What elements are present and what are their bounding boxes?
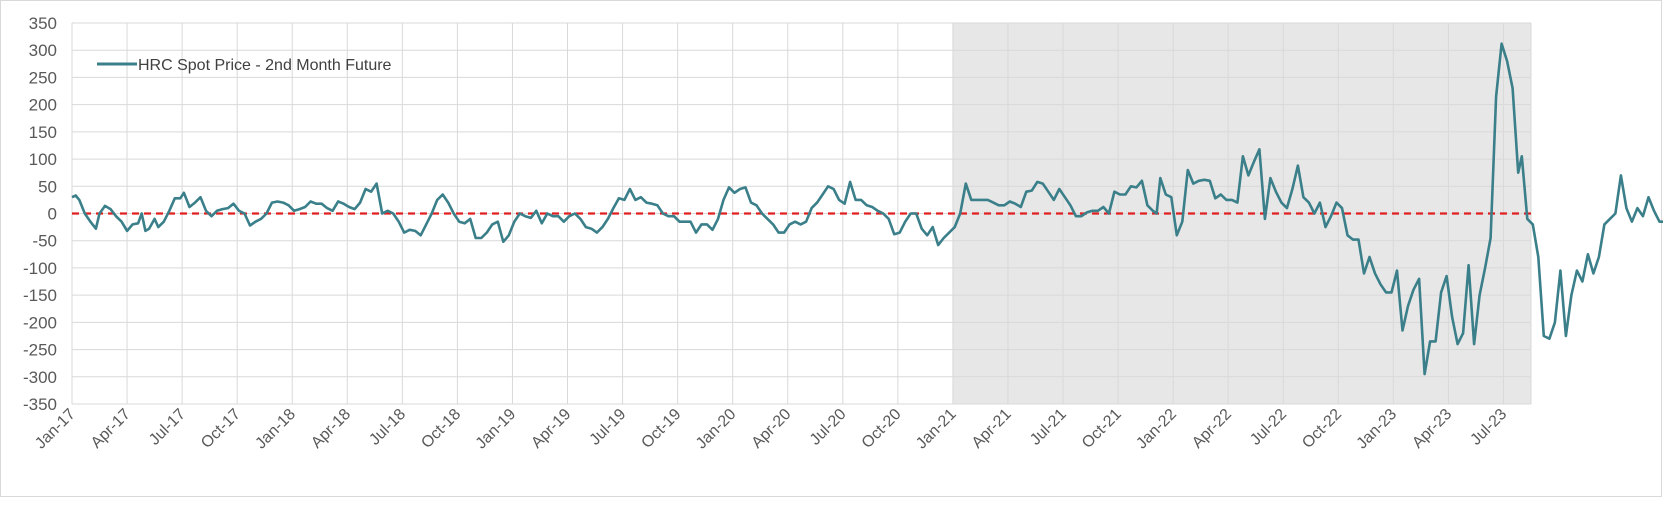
x-tick-label: Jan-23 — [1354, 406, 1401, 453]
y-tick-label: -100 — [23, 259, 57, 278]
x-tick-label: Apr-22 — [1189, 406, 1235, 452]
x-tick-label: Oct-20 — [859, 406, 905, 452]
x-tick-label: Jan-21 — [913, 406, 960, 453]
x-tick-label: Jan-19 — [473, 406, 520, 453]
chart-frame: 350 300 250 200 150 100 50 0 -50 -100 -150 -200 -250… — [0, 0, 1664, 497]
x-tick-label: Apr-19 — [528, 406, 574, 452]
y-tick-label: -350 — [23, 395, 57, 414]
y-tick-label: -300 — [23, 368, 57, 387]
x-tick-label: Apr-17 — [88, 406, 134, 452]
y-tick-label: 300 — [29, 41, 57, 60]
x-tick-label: Jul-21 — [1027, 406, 1070, 449]
y-tick-label: 50 — [38, 177, 57, 196]
legend: HRC Spot Price - 2nd Month Future — [97, 57, 392, 74]
x-tick-label: Jan-18 — [252, 406, 299, 453]
y-tick-label: 150 — [29, 123, 57, 142]
series-line — [71, 42, 1664, 376]
y-tick-label: 350 — [29, 14, 57, 33]
line-chart: 350 300 250 200 150 100 50 0 -50 -100 -150 -200 -250… — [23, 14, 1664, 453]
x-tick-label: Apr-23 — [1409, 406, 1455, 452]
x-tick-label: Oct-18 — [418, 406, 464, 452]
x-tick-label: Jul-18 — [366, 406, 409, 449]
x-tick-label: Oct-21 — [1079, 406, 1125, 452]
y-tick-label: 200 — [29, 96, 57, 115]
y-tick-label: -50 — [32, 232, 57, 251]
grid-layer — [71, 22, 1532, 405]
x-tick-label: Jul-22 — [1247, 406, 1290, 449]
y-tick-label: -150 — [23, 286, 57, 305]
x-tick-label: Oct-17 — [198, 406, 244, 452]
legend-label: HRC Spot Price - 2nd Month Future — [138, 57, 392, 74]
y-tick-label: -200 — [23, 313, 57, 332]
x-tick-label: Apr-20 — [749, 406, 795, 452]
x-tick-label: Jul-17 — [146, 406, 189, 449]
series-layer — [71, 42, 1664, 376]
x-tick-label: Jul-20 — [807, 406, 850, 449]
x-tick-label: Apr-18 — [308, 406, 354, 452]
y-tick-label: 0 — [48, 205, 57, 224]
x-tick-label: Jan-20 — [693, 406, 740, 453]
y-tick-label: -250 — [23, 341, 57, 360]
x-tick-label: Jul-19 — [587, 406, 630, 449]
x-axis-ticks: Jan-17 Apr-17 Jul-17 Oct-17 Jan-18 Apr-18 Jul-… — [32, 406, 1510, 453]
x-tick-label: Oct-22 — [1299, 406, 1345, 452]
x-tick-label: Oct-19 — [638, 406, 684, 452]
y-axis-ticks: 350 300 250 200 150 100 50 0 -50 -100 -150 -200 -250… — [23, 14, 57, 414]
x-tick-label: Apr-21 — [969, 406, 1015, 452]
y-tick-label: 250 — [29, 68, 57, 87]
x-tick-label: Jul-23 — [1467, 406, 1510, 449]
y-tick-label: 100 — [29, 150, 57, 169]
x-tick-label: Jan-22 — [1133, 406, 1180, 453]
